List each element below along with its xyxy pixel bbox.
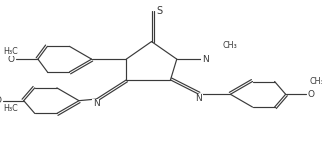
Text: O: O: [7, 55, 14, 64]
Text: H₃C: H₃C: [3, 47, 18, 56]
Text: N: N: [93, 99, 100, 108]
Text: O: O: [0, 96, 2, 105]
Text: S: S: [156, 6, 162, 16]
Text: O: O: [308, 90, 315, 99]
Text: CH₃: CH₃: [309, 77, 322, 86]
Text: H₃C: H₃C: [3, 104, 18, 113]
Text: CH₃: CH₃: [223, 41, 237, 50]
Text: N: N: [202, 55, 209, 64]
Text: N: N: [195, 94, 202, 103]
